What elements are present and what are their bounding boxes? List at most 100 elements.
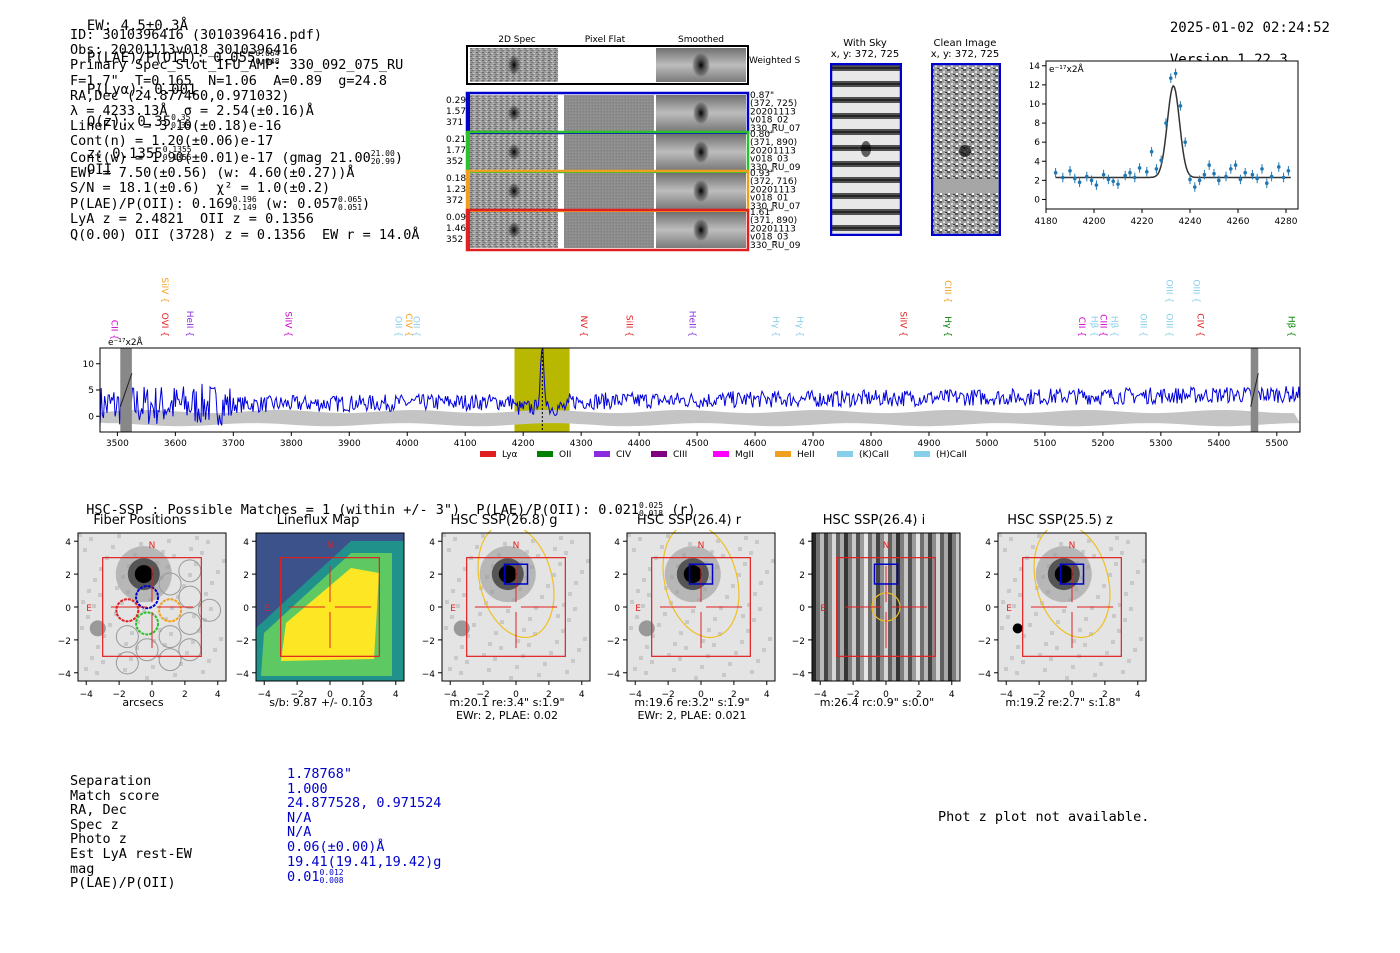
stamp-right-value: 1.61" [750,208,774,218]
spectrum-line-label: Hβ { [1088,316,1098,337]
cutout-ytick-label: −4 [236,670,250,680]
info-plae: P(LAE)/P(OII): 0.169 0.196 0.149 (w: 0.057… [70,195,371,213]
cutout-ytick-label: 2 [243,571,249,581]
cutout-xtick-label: −2 [1032,690,1045,700]
match-box [1059,563,1085,585]
clean-title: Clean Image x, y: 372, 725 [929,38,1001,60]
zoom-point [1229,167,1233,171]
east-label: E [635,604,641,614]
stamp-right-value: v018_02 [750,116,788,126]
header-plya: P(Lyα): 0.001 [86,82,197,98]
cutout-xtick-label: −2 [661,690,674,700]
cutout-xtick-label: 2 [360,690,366,700]
stamp-right-value: 0.93" [750,169,774,179]
stamp-right-value: (371, 890) [750,138,797,148]
stamp-right-value: 0.80" [750,130,774,140]
cutout-xtick-label: 2 [546,690,552,700]
legend-swatch [594,451,610,457]
info-plae-w: (w: 0.057 [264,196,338,213]
spectrum-line-label: OIII { [1164,279,1174,303]
spectrum-unit-label: e⁻¹⁷x2Å [108,336,144,348]
fiber-circle [115,625,139,649]
header-plae-hi: 0.064 [255,49,280,58]
cutout-title: HSC SSP(26.4) r [636,513,742,528]
cutout-xtick-label: 4 [393,690,399,700]
with-sky-title: With Sky x, y: 372, 725 [830,38,900,60]
spectrum-xtick-label: 5200 [1091,439,1114,449]
spectrum-line-label: CIII { [942,280,952,303]
zoom-point [1068,169,1072,173]
cutout-ytick-label: 0 [65,604,71,614]
cutout-xtick-label: −4 [814,690,828,700]
masked-hatch [1250,373,1259,407]
info-cont-n: Cont(n) = 1.20(±0.06)e-17 [70,133,274,150]
cutout-ytick-label: 4 [985,538,991,548]
cutout-caption: arcsecs [122,696,164,709]
stamp-right-value: 20201113 [750,185,796,195]
spectrum-line-label: CII { [109,320,119,340]
spectrum-line-label: SiIV { [283,311,293,337]
aperture-ellipse [477,530,555,639]
match-label-mag: mag [70,860,95,877]
hsc-plae-hi: 0.025 [638,501,664,510]
zoom-ytick-label: 14 [1030,62,1040,72]
cutout-ytick-label: 2 [614,571,620,581]
cutout-image: N E 4 2 0 −2 −4 −4 −2 0 2 4 [607,530,776,700]
zoom-ytick-label: 0 [1034,195,1040,205]
zoom-ytick-label: 2 [1034,176,1040,186]
stamp-right-value: (372, 725) [750,99,797,109]
spectrum-xtick-label: 5400 [1207,439,1230,449]
fiber-circle [115,651,139,675]
fiber-circle [135,638,159,662]
zoom-point [1085,174,1089,179]
spectrum-xtick-label: 4300 [570,439,593,449]
zoom-point [1193,185,1197,189]
match-label-photoz: Photo z [70,831,127,848]
zoom-point [1128,170,1132,175]
spectrum-ytick-label: 10 [83,360,95,370]
spectrum-xtick-label: 4400 [628,439,651,449]
zoom-point [1281,175,1286,180]
cutout-ytick-label: −4 [607,670,621,680]
info-sn: S/N = 18.1(±0.6) χ² = 1.0(±0.2) [70,180,331,197]
stamp-left-value: 1.46 [446,224,466,234]
col-header-smooth: Smoothed [678,35,724,45]
cutout-ytick-label: 4 [65,538,71,548]
stamp-right-value: 20201113 [750,146,796,156]
zoom-point [1202,172,1207,177]
zoom-xtick-label: 4240 [1179,217,1202,227]
cutout-xtick-label: 4 [764,690,770,700]
cutout-image: N E 4 2 0 −2 −4 −4 −2 0 2 4 [422,530,591,700]
search-box [280,557,380,657]
cutout-xtick-label: −2 [112,690,125,700]
fiber-circle [158,572,182,596]
stamp-right-value: 330_RU_097 [750,163,800,173]
col-header-2d: 2D Spec [498,35,535,45]
hsc-plae-lo: 0.018 [638,509,664,518]
match-label-radec: RA, Dec [70,802,127,819]
clean-image [931,63,1001,236]
zoom-ytick-label: 4 [1034,157,1040,167]
legend-swatch [713,451,729,457]
zoom-point [1145,169,1149,174]
zoom-point [1154,167,1159,171]
info-obs: Obs: 20201113v018_3010396416 [70,42,298,59]
zoom-point [1089,178,1094,183]
spectrum-line [99,347,1301,427]
cutout-caption: m:19.6 re:3.2" s:1.9" [634,696,750,709]
clean-coord: x, y: 372, 725 [930,49,1000,60]
stamp-left-value: 1.23 [446,185,466,195]
spectrum-xtick-label: 3700 [222,439,245,449]
north-label: N [1069,541,1076,551]
cutout-ytick-label: 4 [243,538,249,548]
zoom-point [1197,178,1202,183]
spectrum-xtick-label: 4100 [454,439,477,449]
zoom-point [1224,174,1228,179]
stamp-right-value: 0.87" [750,91,774,101]
info-plae-hi: 0.196 [232,195,257,205]
info-plae-lo: 0.149 [232,203,257,213]
stamp-right-value: v018_03 [750,155,788,165]
cutout-caption-2: EWr: 2, PLAE: 0.021 [637,709,747,722]
stamp-left-value: 372 [446,196,463,206]
